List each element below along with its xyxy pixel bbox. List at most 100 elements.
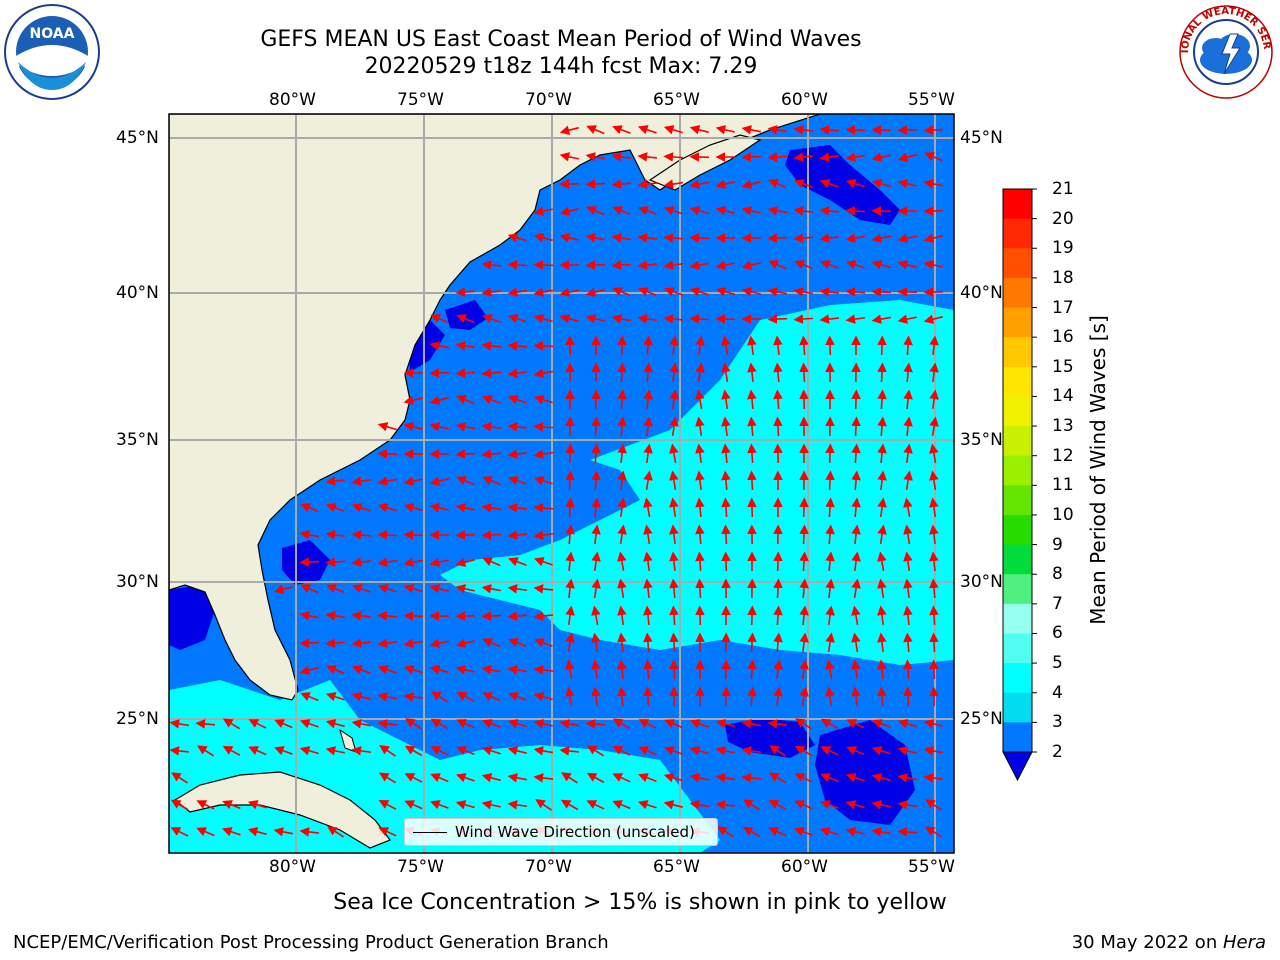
wave-direction-arrow [403,503,423,513]
wave-direction-arrow [794,800,813,810]
colorbar-bin [1003,248,1032,279]
wave-direction-arrow [794,773,813,783]
wave-direction-arrow [643,416,653,437]
colorbar-tick-label: 10 [1052,504,1074,525]
wave-direction-arrow [565,497,575,518]
wave-direction-arrow [377,611,398,621]
wave-direction-arrow [507,233,527,243]
wave-direction-arrow [617,416,627,437]
wave-direction-arrow [741,746,762,756]
wave-direction-arrow [617,470,627,491]
wave-direction-arrow [559,287,579,297]
wave-direction-arrow [871,773,891,783]
wave-direction-arrow [507,260,528,270]
wave-direction-arrow [643,524,653,545]
lat-label: 35°N [116,430,159,450]
wave-direction-arrow [903,497,913,518]
lat-label: 40°N [960,283,1003,303]
wave-direction-arrow [171,772,188,784]
colorbar-tick-label: 9 [1052,534,1063,555]
wave-direction-arrow [768,800,787,810]
colorbar-tick-label: 2 [1052,742,1063,762]
wave-direction-arrow [924,826,943,838]
wave-direction-arrow [565,632,575,653]
wave-direction-arrow [507,584,528,594]
wave-direction-arrow [430,800,449,810]
wave-direction-arrow [170,799,189,811]
lat-label: 30°N [960,572,1003,592]
wave-direction-arrow [871,152,891,162]
wave-direction-arrow [903,470,913,491]
wave-direction-arrow [351,503,371,513]
wave-direction-arrow [871,314,892,324]
colorbar-tick-label: 20 [1052,208,1074,229]
wave-direction-arrow [300,692,319,702]
wave-direction-arrow [851,686,861,707]
lon-label: 75°W [397,90,444,110]
wave-direction-arrow [222,800,241,810]
colorbar-bin [1003,189,1032,220]
wave-direction-arrow [877,632,887,653]
wave-direction-arrow [377,665,397,675]
wave-direction-arrow [585,314,605,324]
wave-direction-arrow [429,395,449,405]
wave-direction-arrow [767,233,788,243]
wave-direction-arrow [559,125,579,135]
wave-direction-arrow [533,206,553,216]
wave-direction-arrow [695,524,705,545]
wave-direction-arrow [846,746,865,756]
wave-direction-arrow [741,287,761,297]
wave-direction-arrow [637,800,657,810]
wave-direction-arrow [845,233,866,243]
wave-direction-arrow [695,470,705,491]
wave-direction-arrow [767,125,788,135]
wave-direction-arrow [327,826,344,838]
wave-direction-arrow [325,476,346,486]
wave-direction-arrow [929,362,939,383]
wave-period-lt2-patch [815,720,915,825]
lat-label: 30°N [116,572,159,592]
colorbar-tick-label: 4 [1052,682,1063,703]
wave-direction-arrow [773,686,783,707]
wave-direction-arrow [430,314,449,324]
wave-direction-arrow [897,179,917,189]
wave-direction-arrow [715,746,735,756]
wave-direction-arrow [429,368,450,378]
wave-direction-arrow [617,362,627,383]
wave-direction-arrow [923,773,944,783]
wave-direction-arrow [689,314,710,324]
wave-direction-arrow [561,772,578,784]
wave-direction-arrow [819,152,840,162]
wave-direction-arrow [767,152,788,162]
wave-direction-arrow [299,638,320,648]
wave-direction-arrow [794,260,813,270]
wave-direction-arrow [586,772,605,784]
wave-direction-arrow [663,800,683,810]
wave-direction-arrow [638,773,657,783]
wave-direction-arrow [877,470,887,491]
colorbar-tick-label: 18 [1052,267,1074,288]
wave-direction-arrow [508,557,527,567]
colorbar-tick-label: 8 [1052,564,1063,585]
wave-direction-arrow [637,125,657,135]
wave-direction-arrow [508,692,527,702]
wave-direction-arrow [638,287,657,297]
wave-direction-arrow [196,827,215,837]
wave-direction-arrow [669,605,679,626]
wave-direction-arrow [274,719,293,729]
wave-direction-arrow [747,389,757,410]
wave-direction-arrow [877,389,887,410]
wave-direction-arrow [611,152,632,162]
wave-direction-arrow [851,551,861,572]
wave-direction-arrow [273,584,293,594]
lat-label: 35°N [960,430,1003,450]
wave-direction-arrow [721,335,731,356]
wave-direction-arrow [845,206,866,216]
wave-direction-arrow [897,233,917,243]
wave-direction-arrow [871,800,891,810]
wave-direction-arrow [507,314,527,324]
wave-direction-arrow [773,578,783,599]
wave-direction-arrow [825,686,835,707]
colorbar-bin [1003,485,1032,516]
wave-direction-arrow [351,557,372,567]
